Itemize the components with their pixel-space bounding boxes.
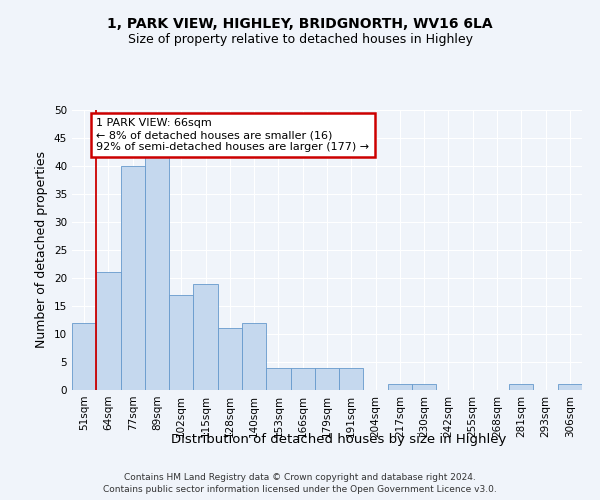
Bar: [339, 368, 364, 390]
Bar: [145, 155, 169, 390]
Bar: [121, 166, 145, 390]
Bar: [72, 323, 96, 390]
Bar: [242, 323, 266, 390]
Bar: [266, 368, 290, 390]
Bar: [218, 328, 242, 390]
Bar: [388, 384, 412, 390]
Bar: [412, 384, 436, 390]
Bar: [193, 284, 218, 390]
Text: Size of property relative to detached houses in Highley: Size of property relative to detached ho…: [128, 32, 473, 46]
Text: 1 PARK VIEW: 66sqm
← 8% of detached houses are smaller (16)
92% of semi-detached: 1 PARK VIEW: 66sqm ← 8% of detached hous…: [96, 118, 370, 152]
Bar: [558, 384, 582, 390]
Text: Distribution of detached houses by size in Highley: Distribution of detached houses by size …: [172, 432, 506, 446]
Bar: [290, 368, 315, 390]
Bar: [96, 272, 121, 390]
Y-axis label: Number of detached properties: Number of detached properties: [35, 152, 49, 348]
Bar: [509, 384, 533, 390]
Text: Contains HM Land Registry data © Crown copyright and database right 2024.: Contains HM Land Registry data © Crown c…: [124, 472, 476, 482]
Bar: [315, 368, 339, 390]
Text: Contains public sector information licensed under the Open Government Licence v3: Contains public sector information licen…: [103, 485, 497, 494]
Text: 1, PARK VIEW, HIGHLEY, BRIDGNORTH, WV16 6LA: 1, PARK VIEW, HIGHLEY, BRIDGNORTH, WV16 …: [107, 18, 493, 32]
Bar: [169, 295, 193, 390]
